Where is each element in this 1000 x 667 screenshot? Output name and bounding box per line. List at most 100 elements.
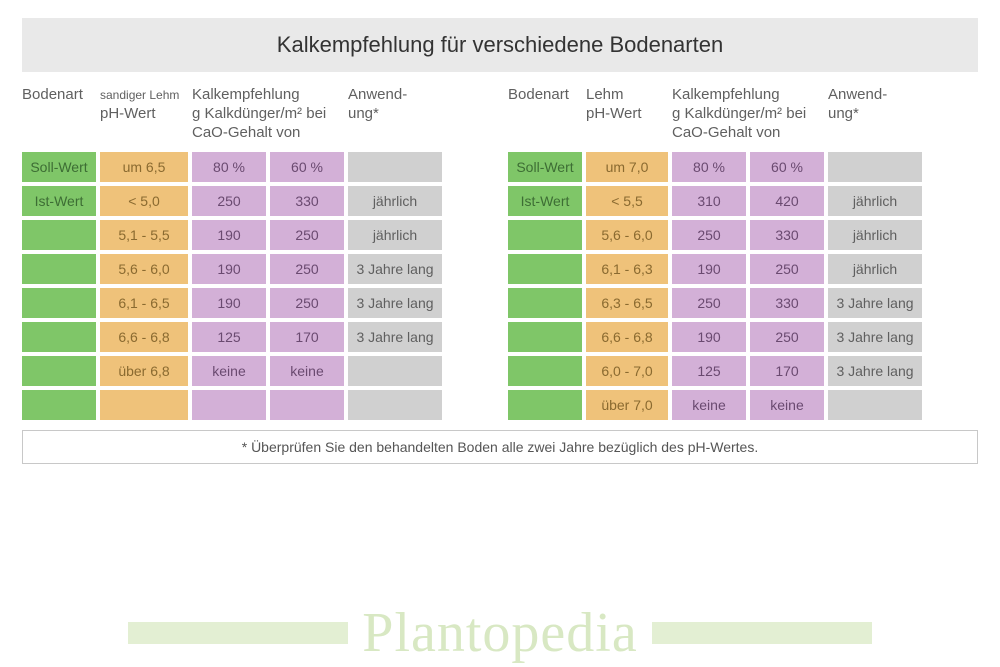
- row-ph: 5,6 - 6,0: [586, 220, 668, 250]
- row-val-60: 250: [750, 254, 824, 284]
- row-application: jährlich: [348, 220, 442, 250]
- footnote: * Überprüfen Sie den behandelten Boden a…: [22, 430, 978, 464]
- row-label: [22, 356, 96, 386]
- tables-container: Bodenart sandiger Lehm pH-Wert Kalkempfe…: [22, 86, 978, 420]
- row-label: Ist-Wert: [22, 186, 96, 216]
- row-label: [508, 288, 582, 318]
- row-label: [22, 390, 96, 420]
- row-val-60: 250: [270, 254, 344, 284]
- row-label: [508, 254, 582, 284]
- row-val-60: 60 %: [750, 152, 824, 182]
- row-label: Ist-Wert: [508, 186, 582, 216]
- table-sandiger-lehm: Bodenart sandiger Lehm pH-Wert Kalkempfe…: [22, 86, 492, 420]
- row-application: jährlich: [828, 220, 922, 250]
- row-application: 3 Jahre lang: [348, 322, 442, 352]
- row-label: [22, 220, 96, 250]
- row-val-80: 190: [192, 220, 266, 250]
- row-val-80: 190: [672, 254, 746, 284]
- row-ph: 6,1 - 6,3: [586, 254, 668, 284]
- row-val-60: keine: [750, 390, 824, 420]
- row-ph: über 7,0: [586, 390, 668, 420]
- row-ph: 6,0 - 7,0: [586, 356, 668, 386]
- row-val-80: keine: [192, 356, 266, 386]
- row-application: jährlich: [828, 186, 922, 216]
- row-ph: um 7,0: [586, 152, 668, 182]
- row-ph: 5,6 - 6,0: [100, 254, 188, 284]
- row-label: [22, 288, 96, 318]
- brand-text: Plantopedia: [362, 605, 637, 661]
- row-ph: < 5,0: [100, 186, 188, 216]
- row-val-60: 250: [270, 220, 344, 250]
- hdr-kalk: Kalkempfehlung g Kalkdünger/m² bei CaO-G…: [192, 86, 344, 148]
- hdr-ph: sandiger Lehm pH-Wert: [100, 86, 188, 148]
- row-val-60: [270, 390, 344, 420]
- row-val-60: 330: [270, 186, 344, 216]
- hdr-ph-bot: pH-Wert: [586, 105, 642, 122]
- row-application: [348, 152, 442, 182]
- row-val-60: 250: [270, 288, 344, 318]
- row-val-80: 310: [672, 186, 746, 216]
- hdr-ph: Lehm pH-Wert: [586, 86, 668, 148]
- brand-bar-left: [128, 622, 348, 644]
- row-application: 3 Jahre lang: [348, 254, 442, 284]
- row-application: 3 Jahre lang: [828, 322, 922, 352]
- row-val-60: 330: [750, 220, 824, 250]
- row-ph: um 6,5: [100, 152, 188, 182]
- page-title: Kalkempfehlung für verschiedene Bodenart…: [22, 18, 978, 72]
- hdr-app: Anwend- ung*: [348, 86, 442, 148]
- row-val-80: keine: [672, 390, 746, 420]
- row-val-60: 170: [750, 356, 824, 386]
- row-application: [828, 390, 922, 420]
- row-application: 3 Jahre lang: [828, 356, 922, 386]
- row-ph: 6,6 - 6,8: [586, 322, 668, 352]
- hdr-kalk-3: CaO-Gehalt von: [192, 124, 300, 141]
- row-val-80: 190: [192, 254, 266, 284]
- row-val-80: 250: [192, 186, 266, 216]
- row-val-80: [192, 390, 266, 420]
- hdr-ph-top: Lehm: [586, 86, 624, 103]
- hdr-kalk-1: Kalkempfehlung: [672, 86, 780, 103]
- row-application: [348, 356, 442, 386]
- row-application: jährlich: [348, 186, 442, 216]
- hdr-kalk-2: g Kalkdünger/m² bei: [672, 105, 806, 122]
- row-ph: 6,6 - 6,8: [100, 322, 188, 352]
- row-label: [22, 322, 96, 352]
- row-application: [828, 152, 922, 182]
- row-val-60: 60 %: [270, 152, 344, 182]
- row-label: Soll-Wert: [22, 152, 96, 182]
- row-ph: < 5,5: [586, 186, 668, 216]
- row-application: 3 Jahre lang: [348, 288, 442, 318]
- row-val-60: 250: [750, 322, 824, 352]
- row-label: [508, 390, 582, 420]
- hdr-bodenart: Bodenart: [508, 86, 582, 148]
- row-label: [508, 356, 582, 386]
- row-application: [348, 390, 442, 420]
- row-label: [508, 322, 582, 352]
- row-label: Soll-Wert: [508, 152, 582, 182]
- row-ph: [100, 390, 188, 420]
- row-val-80: 125: [672, 356, 746, 386]
- brand-bar-right: [652, 622, 872, 644]
- row-application: 3 Jahre lang: [828, 288, 922, 318]
- row-val-80: 80 %: [672, 152, 746, 182]
- hdr-ph-top: sandiger Lehm: [100, 88, 179, 102]
- row-ph: 6,1 - 6,5: [100, 288, 188, 318]
- hdr-kalk-3: CaO-Gehalt von: [672, 124, 780, 141]
- row-val-60: keine: [270, 356, 344, 386]
- hdr-app: Anwend- ung*: [828, 86, 922, 148]
- row-label: [22, 254, 96, 284]
- brand-row: Plantopedia: [0, 605, 1000, 661]
- row-val-80: 190: [672, 322, 746, 352]
- row-ph: 5,1 - 5,5: [100, 220, 188, 250]
- table-lehm: Bodenart Lehm pH-Wert Kalkempfehlung g K…: [508, 86, 978, 420]
- hdr-ph-bot: pH-Wert: [100, 105, 156, 122]
- row-val-80: 250: [672, 288, 746, 318]
- row-label: [508, 220, 582, 250]
- hdr-bodenart: Bodenart: [22, 86, 96, 148]
- row-val-80: 125: [192, 322, 266, 352]
- row-val-80: 190: [192, 288, 266, 318]
- row-ph: 6,3 - 6,5: [586, 288, 668, 318]
- row-val-80: 80 %: [192, 152, 266, 182]
- row-val-60: 170: [270, 322, 344, 352]
- hdr-kalk-1: Kalkempfehlung: [192, 86, 300, 103]
